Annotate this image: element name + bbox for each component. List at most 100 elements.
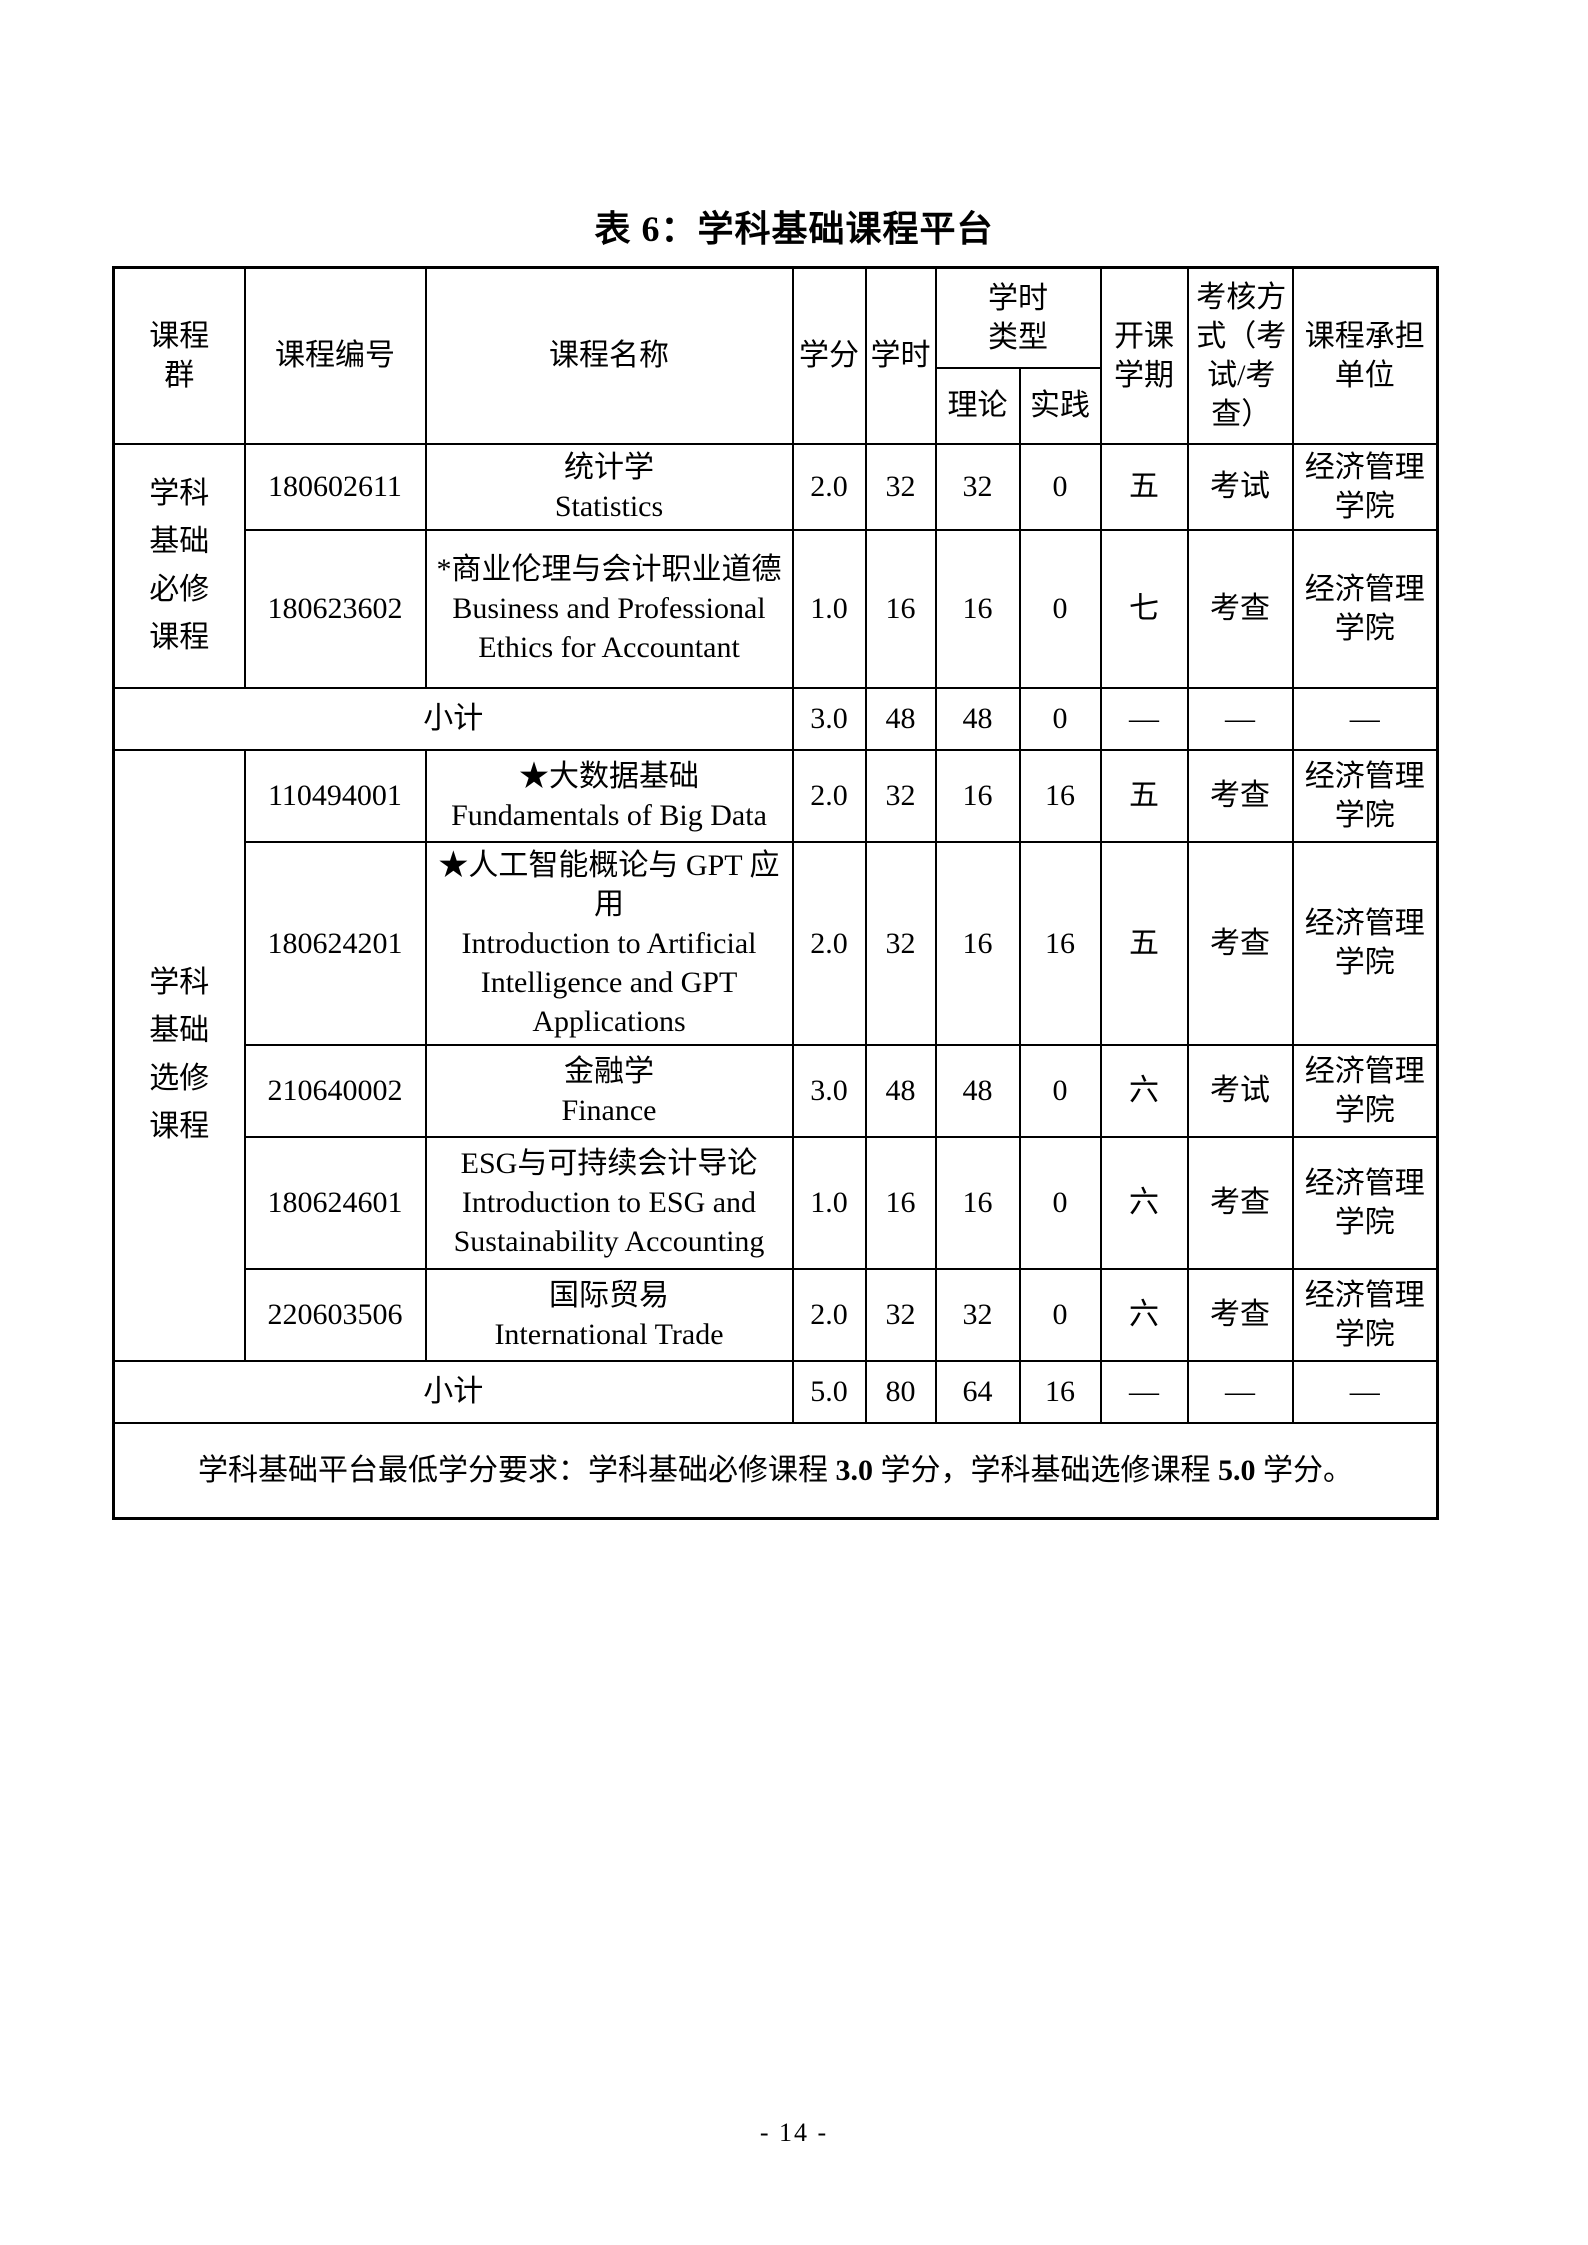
- cell-course-code: 180624601: [243, 1135, 427, 1270]
- cell-theory-hours: 32: [934, 1267, 1021, 1362]
- cell-semester: 五: [1099, 840, 1189, 1046]
- cell-assessment: 考查: [1186, 748, 1294, 843]
- note-row: 学科基础平台最低学分要求：学科基础必修课程 3.0 学分，学科基础选修课程 5.…: [112, 1421, 1439, 1520]
- cell-semester: 六: [1099, 1267, 1189, 1362]
- cell-practice-hours: 0: [1018, 1135, 1102, 1270]
- cell-semester: 五: [1099, 748, 1189, 843]
- cell-hours: 48: [864, 1043, 937, 1138]
- cell-course-name: 统计学 Statistics: [424, 442, 794, 531]
- cell-credits: 2.0: [791, 840, 867, 1046]
- course-name-zh: ★人工智能概论与 GPT 应用: [438, 848, 780, 921]
- subtotal-assessment: —: [1186, 1359, 1294, 1424]
- course-name-zh: 国际贸易: [549, 1278, 669, 1312]
- course-row: 学科基础必修课程 180602611 统计学 Statistics 2.0 32…: [112, 442, 1439, 689]
- header-row-2: 理论 实践: [114, 366, 1438, 445]
- subtotal-theory: 48: [934, 686, 1021, 751]
- subtotal-credits: 3.0: [791, 686, 867, 751]
- cell-assessment: 考查: [1186, 840, 1294, 1046]
- cell-semester: 五: [1099, 442, 1189, 531]
- course-name-en: Finance: [561, 1093, 657, 1127]
- header-semester: 开课学期: [1099, 266, 1189, 445]
- subtotal-row: 小计 5.0 80 64 16 — — —: [112, 1359, 1439, 1424]
- cell-practice-hours: 0: [1018, 1267, 1102, 1362]
- cell-theory-hours: 16: [934, 528, 1021, 689]
- course-name-en: International Trade: [494, 1317, 724, 1351]
- cell-theory-hours: 32: [934, 442, 1021, 531]
- header-theory: 理论: [934, 366, 1021, 445]
- header-course-code: 课程编号: [243, 266, 427, 445]
- cell-course-name: ★人工智能概论与 GPT 应用 Introduction to Artifici…: [424, 840, 794, 1046]
- group-label: 学科基础选修课程: [149, 966, 210, 1143]
- course-name-en: Business and Professional Ethics for Acc…: [452, 592, 766, 664]
- cell-course-name: *商业伦理与会计职业道德 Business and Professional E…: [424, 528, 794, 689]
- page-number: - 14 -: [759, 2118, 829, 2147]
- group-label-cell: 学科基础必修课程: [112, 442, 246, 689]
- cell-course-code: 210640002: [243, 1043, 427, 1138]
- course-name-zh: ESG与可持续会计导论: [460, 1147, 758, 1180]
- cell-credits: 2.0: [791, 748, 867, 843]
- cell-assessment: 考试: [1186, 442, 1294, 531]
- cell-theory-hours: 16: [934, 840, 1021, 1046]
- cell-assessment: 考查: [1186, 1267, 1294, 1362]
- header-course-group: 课程群: [112, 266, 246, 445]
- subtotal-row: 小计 3.0 48 48 0 — — —: [112, 686, 1439, 751]
- course-name-en: Statistics: [554, 489, 664, 523]
- course-table: 课程群 课程编号 课程名称 学分 学时 学时类型 开课学期 考核方式（考试/考查…: [112, 266, 1439, 1520]
- subtotal-unit: —: [1291, 686, 1439, 751]
- header-credits: 学分: [791, 266, 867, 445]
- cell-course-code: 180602611: [243, 442, 427, 531]
- subtotal-credits: 5.0: [791, 1359, 867, 1424]
- cell-theory-hours: 48: [934, 1043, 1021, 1138]
- cell-credits: 2.0: [791, 1267, 867, 1362]
- cell-unit: 经济管理学院: [1291, 1135, 1439, 1270]
- course-name-en: Introduction to ESG and Sustainability A…: [453, 1186, 765, 1258]
- cell-credits: 1.0: [791, 528, 867, 689]
- course-row: 180623602 *商业伦理与会计职业道德 Business and Prof…: [114, 528, 1439, 689]
- course-name-zh: 金融学: [564, 1054, 654, 1088]
- cell-hours: 16: [864, 1135, 937, 1270]
- cell-practice-hours: 0: [1018, 528, 1102, 689]
- subtotal-semester: —: [1099, 686, 1189, 751]
- group-label: 学科基础必修课程: [149, 476, 210, 654]
- cell-course-name: 国际贸易 International Trade: [424, 1267, 794, 1362]
- cell-theory-hours: 16: [934, 1135, 1021, 1270]
- min-credit-note: 学科基础平台最低学分要求：学科基础必修课程 3.0 学分，学科基础选修课程 5.…: [112, 1421, 1439, 1520]
- cell-practice-hours: 0: [1018, 1043, 1102, 1138]
- cell-semester: 六: [1099, 1043, 1189, 1138]
- course-row: 学科基础选修课程 110494001 ★大数据基础 Fundamentals o…: [112, 748, 1439, 1362]
- cell-assessment: 考查: [1186, 1135, 1294, 1270]
- cell-hours: 16: [864, 528, 937, 689]
- header-assessment: 考核方式（考试/考查）: [1186, 266, 1294, 445]
- header-course-name: 课程名称: [424, 266, 794, 445]
- note-elective-credits: 5.0: [1218, 1453, 1256, 1487]
- note-text: 学科基础平台最低学分要求：学科基础必修课程: [198, 1453, 836, 1487]
- cell-semester: 七: [1099, 528, 1189, 689]
- cell-unit: 经济管理学院: [1291, 748, 1439, 843]
- course-row: 180624201 ★人工智能概论与 GPT 应用 Introduction t…: [114, 840, 1439, 1046]
- cell-theory-hours: 16: [934, 748, 1021, 843]
- cell-hours: 32: [864, 442, 937, 531]
- header-hours: 学时: [864, 266, 937, 445]
- header-row-1: 课程群 课程编号 课程名称 学分 学时 学时类型 开课学期 考核方式（考试/考查…: [112, 266, 1439, 445]
- cell-hours: 32: [864, 840, 937, 1046]
- header-practice: 实践: [1018, 366, 1102, 445]
- cell-course-name: ESG与可持续会计导论 Introduction to ESG and Sust…: [424, 1135, 794, 1270]
- subtotal-label: 小计: [112, 1359, 794, 1424]
- course-name-en: Fundamentals of Big Data: [451, 798, 767, 832]
- course-name-zh: ★大数据基础: [519, 759, 699, 793]
- cell-course-code: 180624201: [243, 840, 427, 1046]
- subtotal-assessment: —: [1186, 686, 1294, 751]
- cell-unit: 经济管理学院: [1291, 840, 1439, 1046]
- cell-credits: 2.0: [791, 442, 867, 531]
- cell-course-name: 金融学 Finance: [424, 1043, 794, 1138]
- header-hour-type: 学时类型: [934, 266, 1102, 369]
- cell-assessment: 考试: [1186, 1043, 1294, 1138]
- cell-hours: 32: [864, 748, 937, 843]
- course-name-en: Introduction to Artificial Intelligence …: [461, 926, 757, 1038]
- note-text: 学分。: [1255, 1453, 1353, 1487]
- subtotal-unit: —: [1291, 1359, 1439, 1424]
- note-text: 学分，学科基础选修课程: [873, 1453, 1218, 1487]
- course-name-zh: *商业伦理与会计职业道德: [436, 553, 782, 586]
- cell-course-code: 220603506: [243, 1267, 427, 1362]
